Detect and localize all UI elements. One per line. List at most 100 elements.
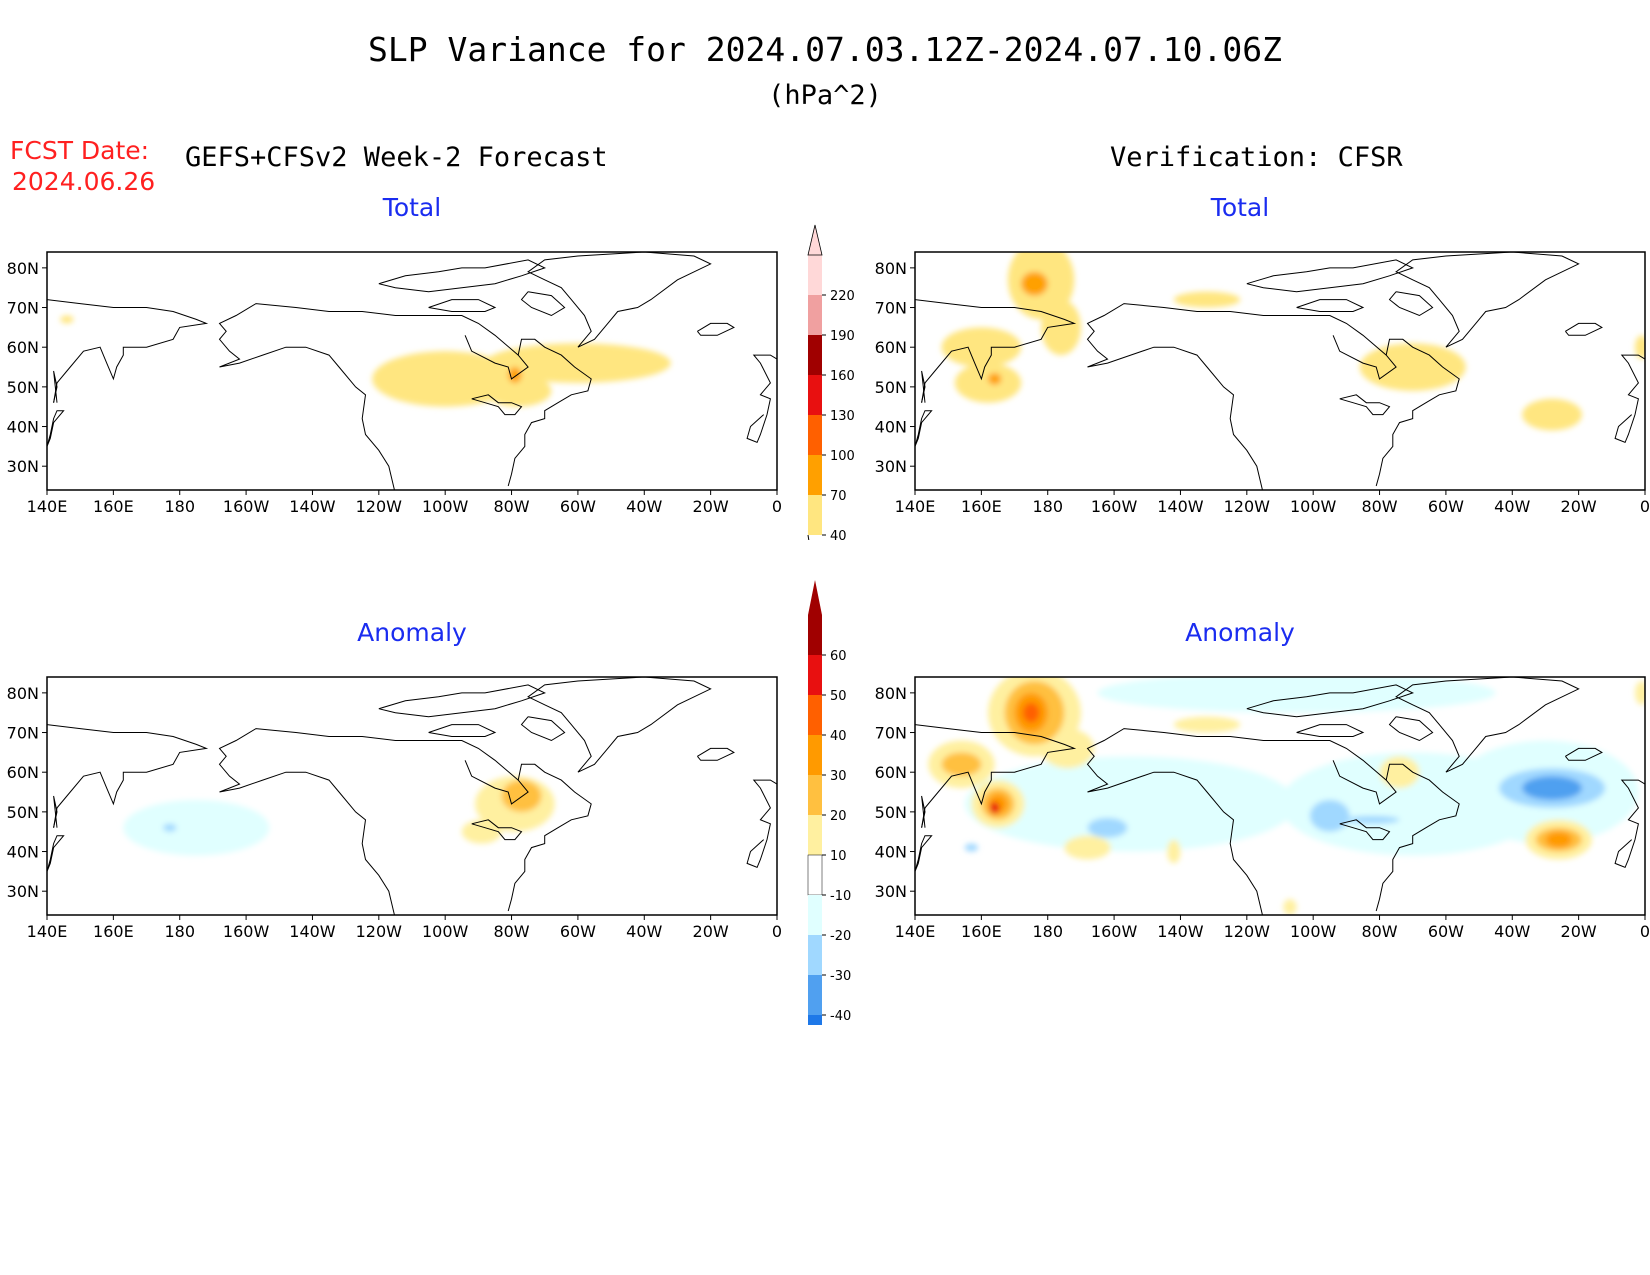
lon-tick-label: 0 <box>772 922 782 941</box>
panel-title-verification-total: Total <box>1210 193 1270 222</box>
coastline <box>915 835 933 872</box>
map-forecast-total: 140E 160E 180 160W 140W 120W 100W 80W 60W 40W 20W 0… <box>7 251 782 516</box>
lon-tick-label: 100W <box>1290 922 1337 941</box>
map-frame <box>914 251 1646 491</box>
lon-tick-label: 160E <box>961 922 1002 941</box>
lat-tick-label: 60N <box>7 763 39 782</box>
lon-tick-label: 120W <box>356 922 403 941</box>
lon-tick-label: 140W <box>1157 922 1204 941</box>
shaded-region <box>964 756 1297 852</box>
lon-tick-label: 120W <box>1224 497 1271 516</box>
colorbar-label: -20 <box>830 929 851 944</box>
panel-title-verification-anomaly: Anomaly <box>1185 618 1295 647</box>
lat-tick-label: 40N <box>7 418 39 437</box>
lon-tick-label: 160E <box>961 497 1002 516</box>
lon-tick-label: 20W <box>1561 497 1597 516</box>
coastline <box>1339 819 1391 841</box>
coastline <box>915 410 933 447</box>
shaded-region <box>1635 680 1645 705</box>
panel-title-forecast-anomaly: Anomaly <box>357 618 467 647</box>
shaded-region <box>1064 835 1111 860</box>
shaded-region <box>1022 702 1040 723</box>
lon-tick-label: 140W <box>1157 497 1204 516</box>
lon-tick-label: 160E <box>93 922 134 941</box>
coastline <box>921 370 926 403</box>
coastline <box>378 684 547 718</box>
lon-tick-label: 40W <box>626 922 662 941</box>
coastline <box>915 299 1077 403</box>
forecast-heading: GEFS+CFSv2 Week-2 Forecast <box>185 142 608 173</box>
shaded-region <box>954 363 1022 403</box>
lon-tick-label: 160W <box>223 922 270 941</box>
lon-tick-label: 40W <box>1494 497 1530 516</box>
lat-tick-label: 80N <box>7 259 39 278</box>
coastline <box>520 716 566 742</box>
coastline <box>1296 299 1365 312</box>
lon-tick-label: 180 <box>1032 922 1063 941</box>
coastline <box>53 795 58 828</box>
colorbar-swatch <box>807 854 823 896</box>
coastline <box>1246 259 1415 293</box>
map-verification-total: 140E 160E 180 160W 140W 120W 100W 80W 60W 40W 20W 0… <box>875 251 1650 516</box>
lon-tick-label: 80W <box>493 922 529 941</box>
colorbar-label: -30 <box>830 969 851 984</box>
lat-tick-label: 30N <box>875 457 907 476</box>
colorbar-swatch <box>808 375 822 415</box>
colorbar-label: -40 <box>830 1009 851 1024</box>
map-forecast-anomaly: 140E 160E 180 160W 140W 120W 100W 80W 60W 40W 20W 0… <box>7 676 782 941</box>
coastline <box>1375 763 1460 912</box>
lat-tick-label: 80N <box>7 684 39 703</box>
shaded-region <box>1522 398 1582 431</box>
lat-tick-label: 60N <box>875 763 907 782</box>
lon-tick-label: 140E <box>27 922 68 941</box>
coastline <box>1565 747 1603 761</box>
colorbar-swatch <box>808 495 822 535</box>
colorbar-total: 40 70 100 130 160 190 220 <box>807 224 855 540</box>
lon-tick-label: 140W <box>289 497 336 516</box>
shaded-region <box>501 780 542 812</box>
colorbar-swatch <box>808 735 822 775</box>
shaded-region <box>1522 776 1582 800</box>
colorbar-swatch <box>808 895 822 935</box>
colorbar-arrow-top <box>808 580 822 615</box>
lat-tick-label: 30N <box>875 882 907 901</box>
shaded-region <box>1346 815 1400 824</box>
shaded-region <box>1021 271 1048 296</box>
coastline <box>1375 338 1460 487</box>
lon-tick-label: 80W <box>1361 497 1397 516</box>
lon-tick-label: 80W <box>1361 922 1397 941</box>
lat-tick-label: 40N <box>875 418 907 437</box>
lat-tick-label: 70N <box>875 724 907 743</box>
lat-tick-label: 30N <box>7 882 39 901</box>
lon-tick-label: 60W <box>1428 497 1464 516</box>
coastline <box>527 252 712 348</box>
colorbar-swatch <box>808 415 822 455</box>
lon-tick-label: 140E <box>895 922 936 941</box>
shaded-region <box>1097 677 1496 713</box>
lon-tick-label: 140W <box>289 922 336 941</box>
lat-tick-label: 30N <box>7 457 39 476</box>
lon-tick-label: 100W <box>1290 497 1337 516</box>
colorbar-label: 190 <box>830 329 855 344</box>
coastline <box>378 259 547 293</box>
lon-tick-label: 120W <box>1224 922 1271 941</box>
coastline <box>47 410 65 447</box>
shaded-region <box>1167 839 1181 864</box>
coastline <box>47 724 209 828</box>
coastline <box>1246 684 1415 718</box>
lon-tick-label: 120W <box>356 497 403 516</box>
shaded-region <box>1173 291 1241 308</box>
colorbar-swatch <box>808 255 822 295</box>
coastline <box>1614 779 1645 869</box>
colorbar-swatch <box>808 655 822 695</box>
fcst-date-label: FCST Date: <box>10 136 150 165</box>
shaded-region <box>1635 335 1645 360</box>
lon-tick-label: 40W <box>1494 922 1530 941</box>
coastline <box>520 291 566 317</box>
colorbar-label: 50 <box>830 689 847 704</box>
coastline <box>218 728 529 915</box>
shaded-region <box>1545 831 1572 848</box>
coastline <box>697 747 735 761</box>
shaded-region <box>964 843 979 852</box>
colorbar-label: 40 <box>830 729 847 744</box>
